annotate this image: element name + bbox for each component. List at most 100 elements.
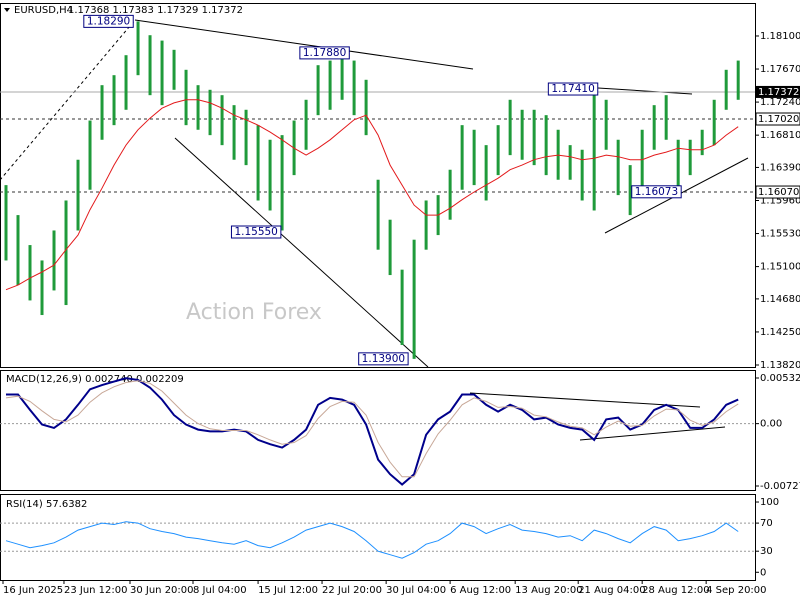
trendline [579, 426, 726, 441]
rsi-title: RSI(14) 57.6382 [6, 499, 87, 510]
series-line [6, 377, 739, 486]
menu-arrow [4, 8, 10, 12]
price-bar [340, 50, 344, 100]
price-bar [376, 179, 380, 250]
annotation-label: 1.17410 [551, 83, 594, 95]
price-bar [592, 89, 596, 211]
price-bar [268, 139, 272, 211]
y-tick-label: 0.00 [760, 419, 782, 430]
y-tick-label: 1.15100 [760, 262, 800, 273]
price-bar [388, 219, 392, 276]
annotation-box [358, 352, 409, 366]
level-tag [755, 185, 800, 199]
y-tick-label: 0.005325 [760, 373, 800, 384]
price-bar [124, 55, 128, 110]
price-bar [184, 69, 188, 126]
price-bar [700, 129, 704, 156]
x-tick-label: 30 Jun 20:00 [130, 585, 194, 596]
x-tick-label: 30 Jul 04:00 [386, 585, 446, 596]
price-bar [100, 85, 104, 140]
x-tick-label: 23 Jun 12:00 [64, 585, 128, 596]
price-bar [280, 135, 284, 231]
y-tick-label: 100 [760, 497, 779, 508]
x-tick-label: 8 Jul 04:00 [193, 585, 247, 596]
annotation-label: 1.16073 [635, 186, 678, 198]
macd-panel [0, 370, 756, 491]
price-bar [352, 60, 356, 116]
current-price-tag [756, 85, 800, 98]
price-bar [532, 109, 536, 166]
trendline [134, 19, 474, 70]
annotation-box [631, 185, 682, 199]
level-label: 1.16070 [758, 187, 799, 198]
annotation-box [547, 82, 599, 96]
price-bar [160, 40, 164, 106]
price-bar [496, 125, 500, 176]
price-bar [76, 159, 80, 231]
current-price-label: 1.17372 [758, 87, 799, 98]
price-bar [460, 125, 464, 190]
price-bar [664, 95, 668, 140]
price-bar [244, 109, 248, 166]
level-tag [755, 112, 800, 126]
x-tick-label: 6 Aug 12:00 [450, 585, 511, 596]
y-tick-label: 1.13820 [760, 360, 800, 371]
annotation-label: 1.18290 [87, 15, 130, 27]
x-tick-label: 22 Jul 20:00 [322, 585, 382, 596]
price-bar [364, 79, 368, 136]
annotation-box [299, 46, 350, 60]
price-bar [472, 129, 476, 186]
series-line [5, 521, 739, 559]
series-line [5, 380, 739, 478]
price-bar [676, 139, 680, 196]
annotation-label: 1.17880 [303, 47, 346, 59]
price-bar [28, 245, 32, 301]
price-bar [544, 115, 548, 176]
price-bar [232, 105, 236, 160]
trendline [469, 392, 701, 408]
annotation-label: 1.15550 [234, 226, 277, 238]
price-bar [652, 105, 656, 150]
price-bar [508, 99, 512, 156]
ohlc: 1.17368 1.17383 1.17329 1.17372 [68, 5, 243, 16]
price-bar [724, 69, 728, 110]
x-tick-label: 13 Aug 20:00 [515, 585, 582, 596]
price-bar [604, 99, 608, 150]
price-bar [40, 260, 44, 316]
y-tick-label: 1.15960 [760, 195, 800, 206]
trendlines [0, 19, 749, 441]
price-bar [688, 139, 692, 176]
annotation-label: 1.13900 [362, 353, 405, 365]
y-tick-label: 1.15530 [760, 229, 800, 240]
price-bar [148, 35, 152, 96]
y-tick-label: 1.17670 [760, 64, 800, 75]
price-bar [712, 99, 716, 146]
price-bar [400, 269, 404, 346]
y-tick-label: 70 [760, 518, 773, 529]
price-bar [172, 49, 176, 90]
price-bar [52, 230, 56, 291]
symbol: EURUSD,H4 [14, 5, 73, 16]
x-tick-label: 16 Jun 2025 [3, 585, 63, 596]
price-bar [520, 109, 524, 160]
y-tick-label: 1.16390 [760, 162, 800, 173]
price-bar [4, 185, 8, 261]
price-bar [316, 65, 320, 116]
y-tick-label: 0 [760, 567, 766, 578]
price-bar [136, 21, 140, 76]
y-tick-label: 1.16810 [760, 130, 800, 141]
price-bar [208, 89, 212, 136]
moving-average [5, 99, 739, 291]
price-bar [196, 85, 200, 130]
price-bar [304, 99, 308, 150]
price-bar [412, 239, 416, 359]
trendline [174, 137, 429, 368]
price-bar [736, 60, 740, 100]
price-bar [448, 169, 452, 220]
price-bar [328, 60, 332, 110]
y-tick-label: 30 [760, 546, 773, 557]
y-tick-label: -0.007273 [760, 481, 800, 492]
price-bar [256, 125, 260, 201]
price-bar [484, 145, 488, 201]
